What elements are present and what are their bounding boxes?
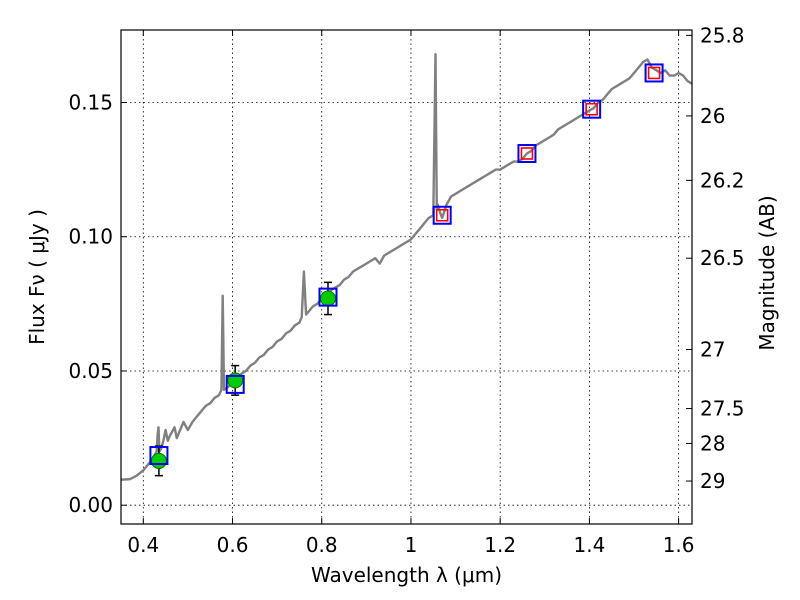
x-tick-label: 0.8 <box>306 533 338 557</box>
x-tick-label: 1.4 <box>573 533 605 557</box>
photometry-markers <box>149 63 664 477</box>
model-square-red <box>520 147 534 160</box>
model-square-blue <box>517 144 537 163</box>
x-tick-label: 0.4 <box>127 533 159 557</box>
model-square-blue <box>644 63 664 83</box>
spectrum-layer <box>121 53 692 481</box>
model-square-blue <box>582 99 602 119</box>
y-axis-label: Flux Fν ( μJy ) <box>25 209 49 345</box>
tick-labels: 0.4 0.6 0.8 1 1.2 1.4 1.6 0.00 0.05 0.10 0.15 25.8 2… <box>68 23 744 557</box>
y-tick-label: 0.00 <box>68 493 113 517</box>
x-tick-label: 1.2 <box>484 533 516 557</box>
y-tick-label: 0.15 <box>68 90 113 114</box>
right-tick-label: 26.5 <box>700 246 745 270</box>
right-tick-label: 29 <box>700 469 725 493</box>
right-axis-label: Magnitude (AB) <box>755 195 779 350</box>
grid-lines <box>121 30 692 524</box>
y-tick-label: 0.10 <box>68 225 113 249</box>
model-square-red <box>647 66 661 80</box>
y-tick-label: 0.05 <box>68 359 113 383</box>
model-square-blue <box>318 287 338 307</box>
photometry-point <box>319 290 336 307</box>
right-tick-label: 27.5 <box>700 397 745 421</box>
photometry-point <box>150 452 167 469</box>
model-square-red <box>585 102 598 116</box>
right-tick-label: 26.2 <box>700 168 745 192</box>
x-tick-label: 1.6 <box>663 533 695 557</box>
spectrum-line <box>121 53 692 481</box>
right-tick-label: 25.8 <box>700 23 745 47</box>
tick-marks <box>121 30 692 524</box>
x-axis-label: Wavelength λ (μm) <box>311 563 502 587</box>
x-tick-label: 1 <box>405 533 418 557</box>
plot-frame <box>120 29 693 525</box>
right-tick-label: 26 <box>700 104 725 128</box>
model-square-red <box>435 208 449 222</box>
x-tick-label: 0.6 <box>217 533 249 557</box>
model-square-blue <box>432 205 452 225</box>
right-tick-label: 27 <box>700 337 725 361</box>
right-tick-label: 28 <box>700 431 725 455</box>
model-square-blue <box>225 374 245 394</box>
model-square-blue <box>149 446 169 466</box>
